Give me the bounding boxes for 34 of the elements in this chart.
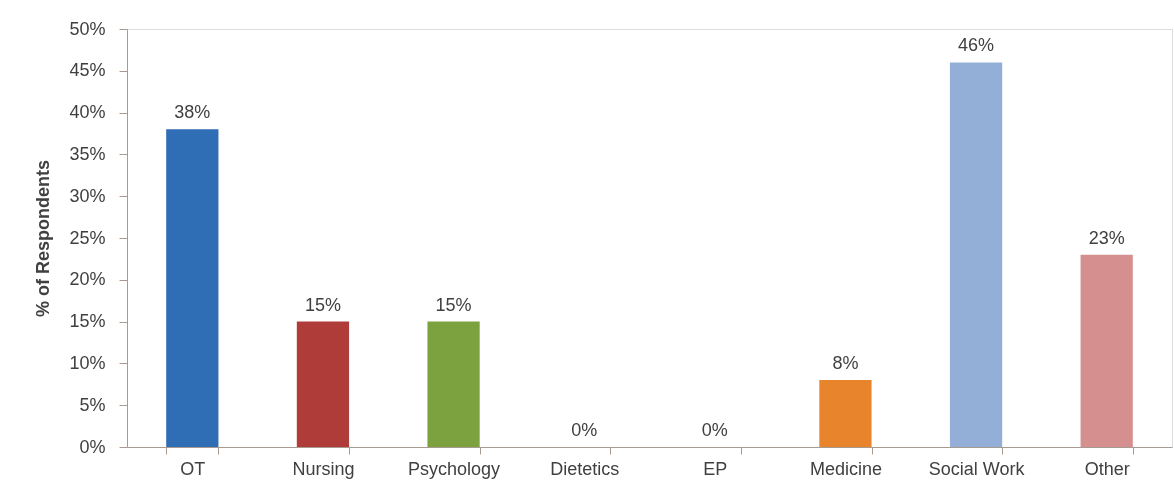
x-tick-label: Other [1084, 458, 1130, 479]
x-tick-label: Psychology [408, 458, 501, 479]
bar [427, 321, 480, 447]
x-tick-label: OT [180, 458, 206, 479]
y-tick-label: 10% [69, 352, 106, 373]
x-tick-label: Social Work [928, 458, 1026, 479]
data-label: 23% [1088, 227, 1125, 248]
bar [949, 62, 1003, 447]
data-label: 0% [571, 420, 598, 440]
y-tick-label: 0% [79, 436, 106, 457]
x-tick-label: Dietetics [550, 458, 620, 479]
y-tick-label: 50% [69, 18, 106, 39]
y-tick-label: 30% [69, 185, 106, 206]
data-label: 46% [958, 35, 995, 56]
y-tick-label: 45% [69, 60, 106, 81]
y-tick-label: 35% [69, 143, 106, 164]
y-axis-title: % of Respondents [33, 159, 54, 318]
data-label: 38% [174, 102, 211, 123]
bar [166, 129, 219, 447]
bar [296, 321, 350, 447]
data-label: 15% [435, 294, 472, 315]
y-tick-label: 5% [79, 394, 106, 415]
x-tick-label: Medicine [809, 458, 882, 479]
x-tick-label: Nursing [292, 458, 355, 479]
bar [819, 380, 872, 447]
bar [1080, 254, 1133, 447]
data-label: 0% [701, 420, 728, 440]
y-tick-label: 25% [69, 227, 106, 248]
data-label: 15% [304, 294, 341, 315]
x-tick-label: EP [703, 458, 728, 479]
y-tick-label: 15% [69, 311, 106, 332]
data-label: 8% [832, 353, 859, 374]
y-tick-label: 40% [69, 102, 106, 123]
y-tick-label: 20% [69, 269, 106, 290]
